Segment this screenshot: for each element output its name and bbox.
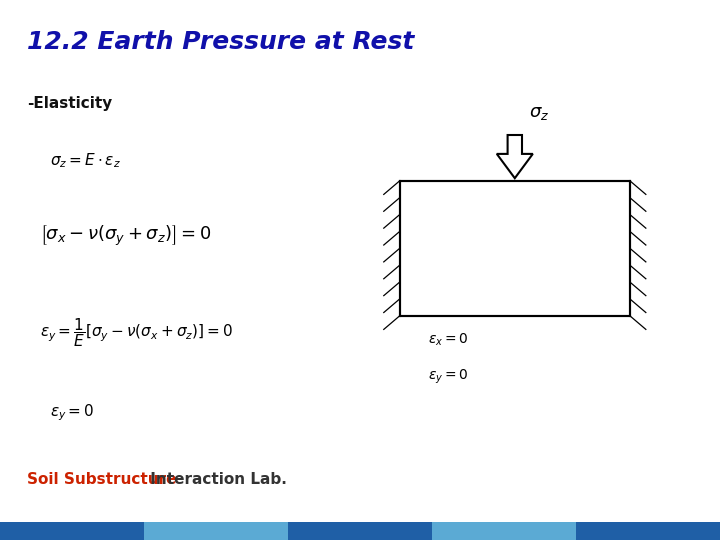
Text: $\varepsilon_y = \dfrac{1}{E}\left[\sigma_y - \nu(\sigma_x + \sigma_z)\right] = : $\varepsilon_y = \dfrac{1}{E}\left[\sigm… [40,316,233,349]
Bar [400,181,630,316]
Text: $\varepsilon_y = 0$: $\varepsilon_y = 0$ [50,402,95,423]
Text: $\varepsilon_y = 0$: $\varepsilon_y = 0$ [428,367,469,386]
Text: $\sigma_z$: $\sigma_z$ [529,104,549,122]
Text: Interaction Lab.: Interaction Lab. [145,472,287,487]
Bar [288,522,432,540]
Bar [432,522,576,540]
Bar [0,522,144,540]
Text: Soil Substructure: Soil Substructure [27,472,177,487]
Text: $\sigma_z = E \cdot \varepsilon_z$: $\sigma_z = E \cdot \varepsilon_z$ [50,151,121,170]
Text: -Elasticity: -Elasticity [27,96,112,111]
Text: 12.2 Earth Pressure at Rest: 12.2 Earth Pressure at Rest [27,30,415,53]
Bar [144,522,288,540]
Bar [576,522,720,540]
Polygon shape [497,135,533,178]
Text: $\left[\sigma_x - \nu(\sigma_y + \sigma_z)\right] = 0$: $\left[\sigma_x - \nu(\sigma_y + \sigma_… [40,224,211,248]
Text: $\varepsilon_x = 0$: $\varepsilon_x = 0$ [428,332,469,348]
